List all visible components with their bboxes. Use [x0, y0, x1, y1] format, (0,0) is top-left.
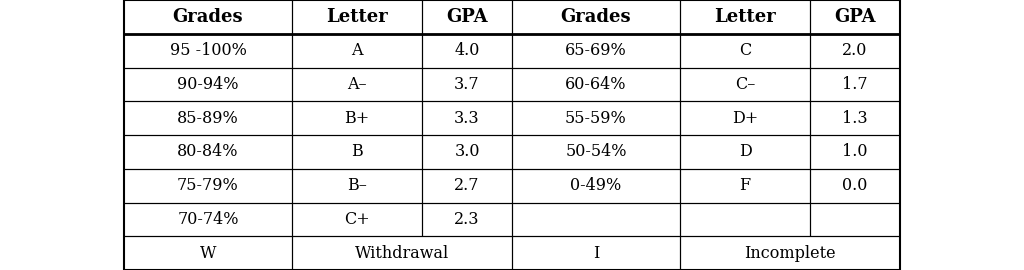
Text: Incomplete: Incomplete: [744, 245, 836, 262]
Text: 95 -100%: 95 -100%: [170, 42, 247, 59]
Text: C+: C+: [344, 211, 370, 228]
Bar: [422, 0, 512, 34]
Text: B+: B+: [344, 110, 370, 127]
Text: 90-94%: 90-94%: [177, 76, 239, 93]
Bar: [292, 68, 422, 101]
Bar: [422, 68, 512, 101]
Text: 60-64%: 60-64%: [565, 76, 627, 93]
Text: 75-79%: 75-79%: [177, 177, 239, 194]
Bar: [292, 169, 422, 202]
Text: Letter: Letter: [714, 8, 776, 26]
Bar: [512, 34, 680, 68]
Bar: [512, 169, 680, 202]
Bar: [680, 101, 810, 135]
Bar: [422, 34, 512, 68]
Text: I: I: [593, 245, 599, 262]
Text: W: W: [200, 245, 216, 262]
Text: 1.7: 1.7: [842, 76, 867, 93]
Text: Withdrawal: Withdrawal: [355, 245, 450, 262]
Text: D+: D+: [732, 110, 758, 127]
Bar: [810, 34, 900, 68]
Text: F: F: [739, 177, 751, 194]
Text: Grades: Grades: [173, 8, 244, 26]
Text: 80-84%: 80-84%: [177, 143, 239, 160]
Text: 0-49%: 0-49%: [570, 177, 622, 194]
Bar: [124, 202, 292, 236]
Bar: [810, 202, 900, 236]
Bar: [810, 0, 900, 34]
Bar: [292, 34, 422, 68]
Text: 70-74%: 70-74%: [177, 211, 239, 228]
Text: A–: A–: [347, 76, 367, 93]
Bar: [680, 0, 810, 34]
Bar: [512, 0, 680, 34]
Text: 2.0: 2.0: [843, 42, 867, 59]
Bar: [422, 135, 512, 169]
Bar: [124, 68, 292, 101]
Bar: [680, 135, 810, 169]
Text: 4.0: 4.0: [455, 42, 479, 59]
Bar: [292, 101, 422, 135]
Bar: [512, 202, 680, 236]
Text: 50-54%: 50-54%: [565, 143, 627, 160]
Bar: [810, 68, 900, 101]
Text: A: A: [351, 42, 362, 59]
Text: Letter: Letter: [326, 8, 388, 26]
Bar: [810, 169, 900, 202]
Text: B: B: [351, 143, 362, 160]
Bar: [292, 0, 422, 34]
Text: 3.3: 3.3: [455, 110, 480, 127]
Bar: [810, 135, 900, 169]
Bar: [512, 101, 680, 135]
Text: 3.0: 3.0: [455, 143, 480, 160]
Bar: [124, 169, 292, 202]
Bar: [292, 135, 422, 169]
Bar: [124, 101, 292, 135]
Bar: [512, 68, 680, 101]
Text: 0.0: 0.0: [843, 177, 867, 194]
Bar: [512, 135, 680, 169]
Bar: [422, 169, 512, 202]
Text: 2.3: 2.3: [455, 211, 480, 228]
Bar: [512, 236, 680, 270]
Bar: [680, 169, 810, 202]
Text: 2.7: 2.7: [455, 177, 480, 194]
Bar: [422, 101, 512, 135]
Bar: [680, 68, 810, 101]
Text: 65-69%: 65-69%: [565, 42, 627, 59]
Bar: [680, 34, 810, 68]
Text: GPA: GPA: [835, 8, 876, 26]
Bar: [422, 202, 512, 236]
Bar: [124, 135, 292, 169]
Text: 85-89%: 85-89%: [177, 110, 239, 127]
Bar: [124, 0, 292, 34]
Text: 1.0: 1.0: [843, 143, 867, 160]
Bar: [292, 236, 512, 270]
Text: 1.3: 1.3: [842, 110, 867, 127]
Text: 55-59%: 55-59%: [565, 110, 627, 127]
Text: D: D: [738, 143, 752, 160]
Bar: [124, 34, 292, 68]
Bar: [292, 202, 422, 236]
Bar: [680, 236, 900, 270]
Bar: [810, 101, 900, 135]
Text: B–: B–: [347, 177, 367, 194]
Text: 3.7: 3.7: [455, 76, 480, 93]
Text: GPA: GPA: [446, 8, 487, 26]
Text: C–: C–: [735, 76, 755, 93]
Text: C: C: [739, 42, 752, 59]
Bar: [124, 236, 292, 270]
Text: Grades: Grades: [561, 8, 632, 26]
Bar: [680, 202, 810, 236]
